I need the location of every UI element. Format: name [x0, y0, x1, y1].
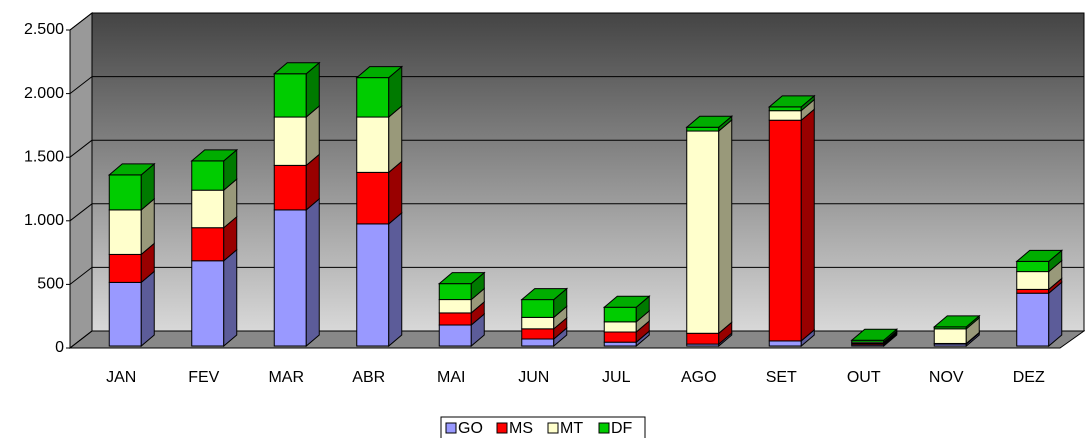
bar-segment: [521, 338, 555, 347]
bar-segment-top: [932, 315, 981, 328]
y-tick-label: 2.000: [24, 85, 64, 102]
legend-swatch: [547, 422, 559, 434]
y-tick-label: 2.500: [24, 21, 64, 38]
bar-segment: [273, 164, 307, 211]
bar-segment: [108, 209, 142, 255]
bar-segment: [686, 332, 720, 345]
x-tick-label: DEZ: [1013, 369, 1045, 386]
x-tick-label: NOV: [929, 369, 964, 386]
bar-segment-side: [305, 197, 320, 348]
y-tick-label: 1.000: [24, 212, 64, 229]
bar-segment-top: [272, 62, 321, 75]
bar-segment: [603, 341, 637, 347]
legend-label: MS: [509, 420, 533, 437]
bar-segment: [768, 110, 802, 121]
x-tick-label: JAN: [106, 369, 136, 386]
x-tick-label: JUN: [518, 369, 549, 386]
bar-segment: [356, 116, 390, 173]
bar-segment: [356, 77, 390, 118]
legend-swatch: [496, 422, 508, 434]
legend-label: GO: [458, 420, 483, 437]
bar-segment-top: [107, 163, 156, 176]
x-tick-label: OUT: [847, 369, 881, 386]
bar-segment: [191, 160, 225, 191]
grid-line-side: [69, 203, 93, 222]
legend-label: MT: [560, 420, 583, 437]
bar-segment-top: [355, 66, 404, 79]
bar-segment: [191, 189, 225, 229]
bar-segment: [1016, 292, 1050, 347]
bar-segment: [438, 283, 472, 301]
y-tick-label: 0: [55, 339, 64, 356]
bar-segment: [603, 306, 637, 323]
y-tick-label: 500: [37, 276, 64, 293]
bar-segment: [108, 253, 142, 283]
bar-segment: [108, 281, 142, 347]
bar-segment: [768, 106, 802, 112]
bar-segment-side: [718, 118, 733, 335]
x-tick-label: JUL: [602, 369, 631, 386]
grid-line-side: [69, 139, 93, 158]
bar-segment: [521, 299, 555, 318]
x-tick-label: AGO: [681, 369, 717, 386]
bar-segment: [521, 316, 555, 330]
bar-segment: [273, 116, 307, 166]
bar-segment: [768, 340, 802, 347]
grid-line-side: [69, 267, 93, 285]
bar-segment-side: [223, 248, 238, 348]
back-wall: [91, 12, 1085, 332]
bar-segment: [108, 174, 142, 211]
bar-segment: [191, 260, 225, 347]
bar-segment: [521, 328, 555, 340]
bar-segment: [603, 331, 637, 343]
bar-segment: [686, 126, 720, 132]
bar-segment: [933, 328, 967, 344]
x-tick-label: MAR: [268, 369, 304, 386]
bar-segment-top: [685, 115, 734, 128]
bar-segment-top: [190, 149, 239, 162]
bar-segment: [273, 73, 307, 118]
bar-segment: [686, 130, 720, 334]
legend-box: [440, 416, 646, 438]
legend-label: DF: [611, 420, 633, 437]
bar-segment: [438, 312, 472, 326]
bar-segment: [603, 321, 637, 333]
bar-segment: [768, 119, 802, 342]
bar-segment: [356, 223, 390, 347]
y-tick-label: 1.500: [24, 148, 64, 165]
bar-segment: [1016, 271, 1050, 290]
bar-segment: [1016, 288, 1050, 294]
bar-segment: [356, 171, 390, 225]
bar-segment: [438, 299, 472, 314]
bar-segment-top: [1015, 249, 1064, 262]
bar-segment: [1016, 260, 1050, 273]
legend-swatch: [598, 422, 610, 434]
x-tick-label: SET: [766, 369, 797, 386]
bar-segment-side: [800, 108, 815, 342]
bar-segment-side: [388, 211, 403, 348]
grid-line-side: [69, 12, 93, 31]
bar-segment-top: [767, 95, 816, 108]
bar-segment: [438, 324, 472, 347]
bar-segment-top: [850, 328, 899, 341]
legend-swatch: [445, 422, 457, 434]
bar-segment-side: [140, 270, 155, 348]
x-tick-label: FEV: [188, 369, 219, 386]
x-tick-label: ABR: [352, 369, 385, 386]
bar-segment-top: [520, 288, 569, 301]
side-wall: [69, 11, 93, 350]
bar-segment: [273, 209, 307, 347]
grid-line-side: [69, 330, 93, 349]
x-tick-label: MAI: [437, 369, 465, 386]
grid-line-side: [69, 76, 93, 94]
bar-segment-top: [602, 295, 651, 308]
bar-segment-top: [437, 272, 486, 285]
bar-segment: [191, 227, 225, 262]
